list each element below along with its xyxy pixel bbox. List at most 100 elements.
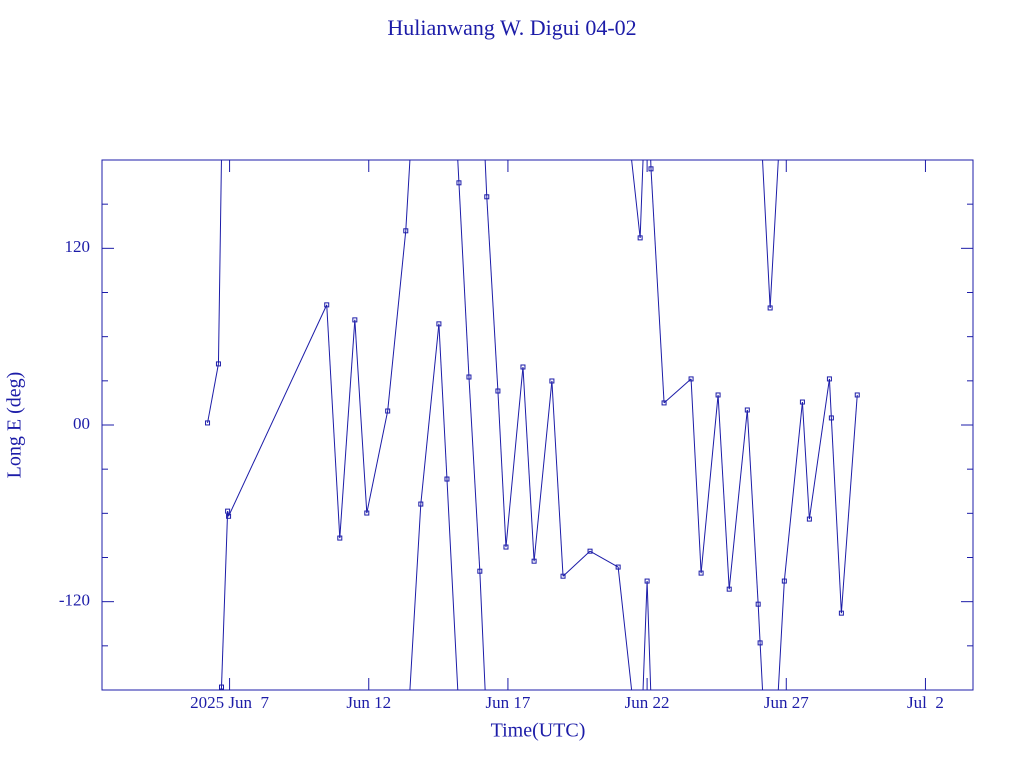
plot-frame	[101, 159, 974, 691]
x-tick-label: Jun 27	[764, 693, 809, 712]
line-segment	[728, 409, 748, 590]
line-segment	[339, 319, 356, 539]
line-segment	[650, 168, 665, 403]
line-segment	[533, 380, 553, 562]
point-marker	[385, 408, 391, 414]
point-marker	[436, 321, 442, 327]
point-marker	[466, 374, 472, 380]
line-segment	[562, 550, 591, 577]
line-segment	[783, 401, 803, 582]
point-marker	[364, 510, 370, 516]
point-marker	[205, 420, 211, 426]
point-marker	[484, 194, 490, 200]
point-marker	[648, 166, 654, 172]
point-marker	[781, 578, 787, 584]
chart-title: Hulianwang W. Digui 04-02	[387, 15, 636, 40]
line-segment	[589, 550, 619, 568]
x-tick-label: Jun 12	[346, 693, 391, 712]
point-marker	[403, 228, 409, 234]
point-marker	[215, 361, 221, 367]
line-segment	[769, 159, 785, 691]
point-marker	[715, 392, 721, 398]
y-axis-label: Long E (deg)	[4, 372, 26, 479]
line-segment	[354, 319, 368, 514]
line-segment	[522, 366, 535, 562]
line-segment	[639, 159, 648, 691]
line-segment	[387, 230, 407, 412]
x-tick-label: Jun 17	[485, 693, 530, 712]
line-segment	[551, 380, 564, 577]
y-tick-label: 00	[73, 414, 90, 433]
line-segment	[227, 511, 230, 517]
point-marker	[744, 407, 750, 413]
point-marker	[688, 376, 694, 382]
point-marker	[225, 508, 231, 514]
y-tick-label: -120	[59, 591, 90, 610]
line-segment	[505, 366, 524, 548]
point-marker	[531, 558, 537, 564]
line-segment	[757, 604, 761, 643]
line-segment	[479, 159, 488, 691]
point-marker	[799, 399, 805, 405]
line-segment	[486, 196, 499, 392]
line-segment	[497, 390, 507, 548]
line-segment	[207, 363, 219, 424]
point-marker	[698, 570, 704, 576]
x-axis-label: Time(UTC)	[491, 720, 586, 742]
line-segment	[228, 304, 328, 517]
point-marker	[755, 601, 761, 607]
point-marker	[456, 180, 462, 186]
line-segment	[759, 159, 771, 691]
line-segment	[220, 511, 229, 688]
point-marker	[806, 516, 812, 522]
line-segment	[690, 378, 702, 574]
point-marker	[828, 415, 834, 421]
point-marker	[549, 378, 555, 384]
line-segment	[405, 159, 422, 691]
x-tick-label: Jul 2	[907, 693, 944, 712]
line-segment	[700, 394, 719, 574]
line-segment	[840, 394, 858, 614]
line-segment	[663, 378, 692, 404]
line-segment	[828, 378, 832, 418]
line-segment	[801, 402, 810, 520]
line-segment	[808, 378, 830, 520]
point-marker	[854, 392, 860, 398]
point-marker	[520, 364, 526, 370]
x-tick-label: Jun 22	[625, 693, 670, 712]
line-segment	[326, 304, 341, 539]
line-segment	[458, 182, 470, 378]
point-marker	[444, 476, 450, 482]
point-marker	[503, 544, 509, 550]
line-segment	[420, 323, 440, 505]
line-segment	[617, 159, 641, 691]
point-marker	[418, 501, 424, 507]
point-marker	[637, 235, 643, 241]
point-marker	[661, 400, 667, 406]
point-marker	[587, 548, 593, 554]
point-marker	[826, 376, 832, 382]
point-marker	[226, 513, 232, 519]
line-segment	[646, 159, 652, 691]
line-segment	[717, 394, 730, 590]
point-marker	[615, 564, 621, 570]
point-marker	[324, 302, 330, 308]
line-segment	[830, 417, 842, 614]
point-marker	[560, 573, 566, 579]
point-marker	[767, 305, 773, 311]
line-segment	[446, 159, 460, 691]
point-marker	[337, 535, 343, 541]
point-marker	[757, 640, 763, 646]
point-marker	[218, 684, 224, 690]
line-segment	[366, 410, 389, 514]
point-marker	[726, 586, 732, 592]
line-segment	[746, 409, 759, 605]
y-tick-label: 120	[65, 237, 91, 256]
x-tick-label: 2025 Jun 7	[190, 693, 269, 712]
line-segment	[217, 159, 222, 691]
line-segment	[468, 376, 481, 572]
point-marker	[495, 388, 501, 394]
point-marker	[644, 578, 650, 584]
